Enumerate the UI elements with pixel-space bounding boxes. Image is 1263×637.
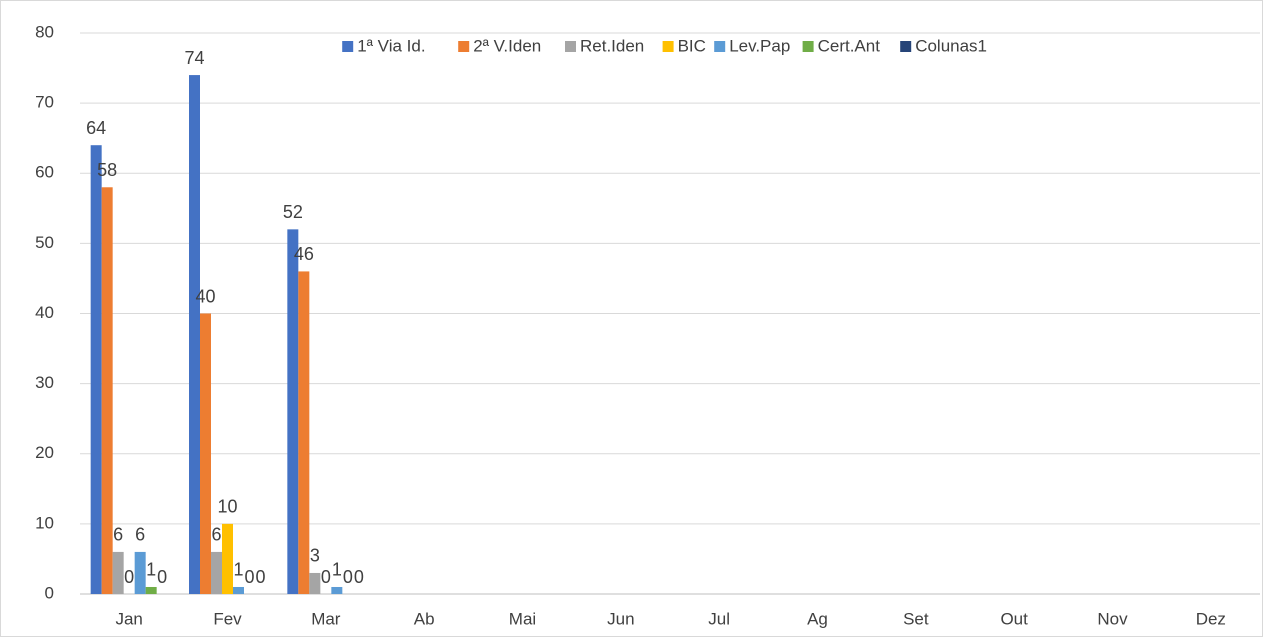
y-tick-label: 70 bbox=[35, 93, 54, 112]
bar bbox=[134, 551, 146, 594]
legend-swatch bbox=[802, 41, 814, 52]
data-label: 58 bbox=[97, 160, 117, 180]
data-label: 10 bbox=[217, 497, 237, 517]
x-tick-label: Fev bbox=[213, 609, 242, 628]
legend-label: 2ª V.Iden bbox=[473, 36, 541, 55]
y-tick-label: 50 bbox=[35, 233, 54, 252]
y-tick-label: 30 bbox=[35, 373, 54, 392]
legend-label: 1ª Via Id. bbox=[357, 36, 425, 55]
y-tick-label: 10 bbox=[35, 513, 54, 532]
data-label: 40 bbox=[195, 286, 215, 306]
data-label: 6 bbox=[211, 525, 221, 545]
data-label: 6 bbox=[113, 525, 123, 545]
y-tick-label: 60 bbox=[35, 163, 54, 182]
x-tick-label: Ag bbox=[807, 609, 828, 628]
legend-swatch bbox=[662, 41, 674, 52]
data-label: 74 bbox=[184, 48, 204, 68]
bar bbox=[101, 187, 113, 594]
bar bbox=[331, 586, 343, 594]
x-tick-label: Mar bbox=[311, 609, 341, 628]
legend-swatch bbox=[714, 41, 726, 52]
data-label: 0 bbox=[354, 567, 364, 587]
bar bbox=[309, 572, 321, 594]
bar bbox=[189, 75, 200, 594]
data-label: 1 bbox=[332, 560, 342, 580]
bar bbox=[200, 313, 211, 594]
bar bbox=[145, 586, 157, 594]
bar bbox=[90, 145, 102, 594]
y-tick-label: 0 bbox=[45, 583, 54, 602]
data-label: 52 bbox=[283, 202, 303, 222]
x-tick-label: Ab bbox=[414, 609, 435, 628]
data-label: 0 bbox=[321, 567, 331, 587]
data-label: 0 bbox=[255, 567, 265, 587]
bar bbox=[211, 551, 222, 594]
bar bbox=[287, 229, 299, 594]
x-tick-label: Set bbox=[903, 609, 929, 628]
data-label: 1 bbox=[146, 560, 156, 580]
y-tick-label: 40 bbox=[35, 303, 54, 322]
legend-label: Ret.Iden bbox=[580, 36, 644, 55]
data-label: 0 bbox=[244, 567, 254, 587]
bar bbox=[222, 523, 233, 594]
x-tick-label: Jul bbox=[708, 609, 730, 628]
x-tick-label: Dez bbox=[1196, 609, 1226, 628]
legend-swatch bbox=[458, 41, 470, 52]
x-tick-label: Jun bbox=[607, 609, 634, 628]
x-tick-label: Out bbox=[1000, 609, 1028, 628]
y-tick-label: 80 bbox=[35, 22, 54, 41]
data-label: 6 bbox=[135, 525, 145, 545]
data-label: 64 bbox=[86, 118, 106, 138]
bar bbox=[298, 271, 310, 594]
bar bbox=[233, 586, 244, 594]
legend-swatch bbox=[900, 41, 912, 52]
bar bbox=[112, 551, 124, 594]
x-tick-label: Mai bbox=[509, 609, 536, 628]
legend-label: BIC bbox=[678, 36, 706, 55]
data-label: 0 bbox=[124, 567, 134, 587]
data-label: 3 bbox=[310, 546, 320, 566]
x-tick-label: Nov bbox=[1097, 609, 1128, 628]
data-label: 1 bbox=[233, 560, 243, 580]
data-label: 0 bbox=[157, 567, 167, 587]
legend-label: Cert.Ant bbox=[818, 36, 881, 55]
y-tick-label: 20 bbox=[35, 443, 54, 462]
data-label: 0 bbox=[343, 567, 353, 587]
legend-swatch bbox=[342, 41, 354, 52]
data-label: 46 bbox=[294, 244, 314, 264]
x-tick-label: Jan bbox=[115, 609, 142, 628]
legend-label: Colunas1 bbox=[915, 36, 987, 55]
legend-swatch bbox=[565, 41, 576, 52]
legend-label: Lev.Pap bbox=[729, 36, 790, 55]
